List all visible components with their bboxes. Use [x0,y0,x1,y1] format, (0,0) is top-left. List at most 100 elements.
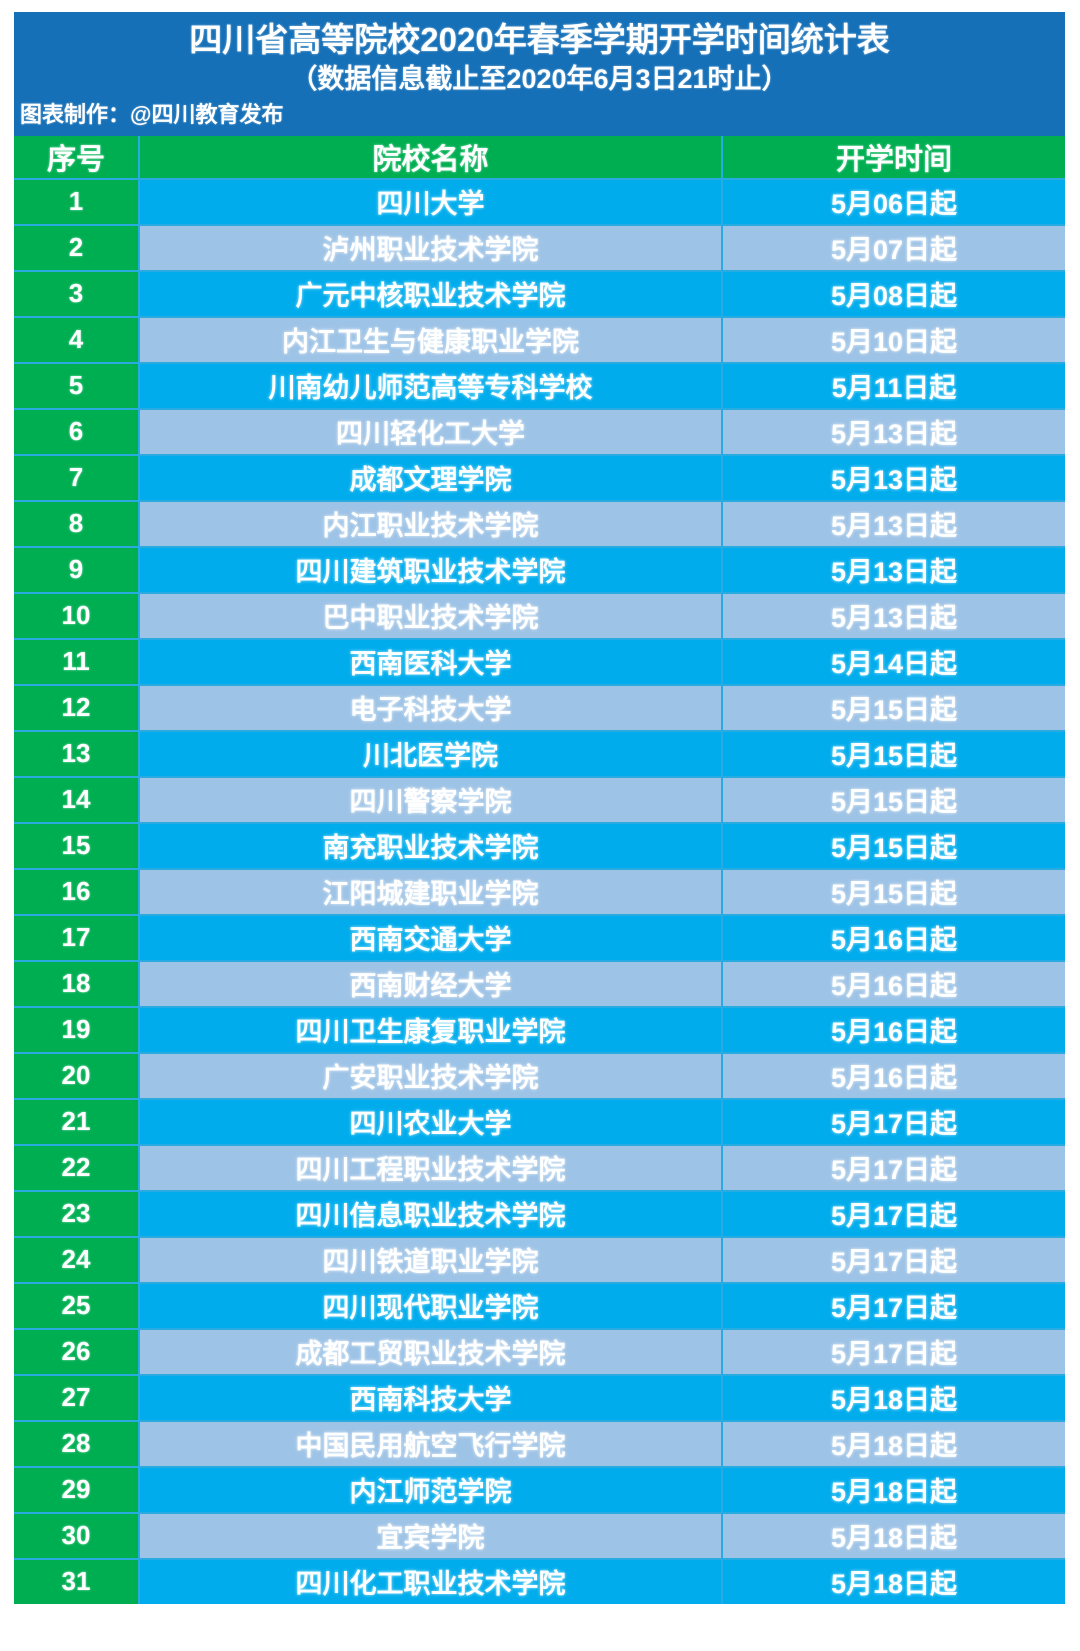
table-row: 13 川北医学院 5月15日起 [14,731,1065,778]
cell-school-name: 内江职业技术学院 [140,501,723,548]
cell-opening-date: 5月08日起 [723,271,1065,318]
table-row: 4 内江卫生与健康职业学院 5月10日起 [14,317,1065,364]
cell-opening-date: 5月17日起 [723,1145,1065,1192]
cell-index: 2 [14,225,140,272]
cell-school-name: 宜宾学院 [140,1513,723,1560]
cell-school-name: 四川现代职业学院 [140,1283,723,1330]
cell-school-name: 广安职业技术学院 [140,1053,723,1100]
table-row: 1 四川大学 5月06日起 [14,179,1065,226]
cell-opening-date: 5月18日起 [723,1421,1065,1468]
title-banner: 四川省高等院校2020年春季学期开学时间统计表 （数据信息截止至2020年6月3… [14,12,1065,136]
page-subtitle: （数据信息截止至2020年6月3日21时止） [290,64,789,95]
cell-opening-date: 5月15日起 [723,777,1065,824]
cell-index: 11 [14,639,140,686]
cell-index: 27 [14,1375,140,1422]
cell-opening-date: 5月17日起 [723,1329,1065,1376]
cell-opening-date: 5月13日起 [723,501,1065,548]
cell-school-name: 四川工程职业技术学院 [140,1145,723,1192]
cell-school-name: 内江师范学院 [140,1467,723,1514]
table-row: 15 南充职业技术学院 5月15日起 [14,823,1065,870]
table-row: 20 广安职业技术学院 5月16日起 [14,1053,1065,1100]
table-row: 16 江阳城建职业学院 5月15日起 [14,869,1065,916]
table-row: 14 四川警察学院 5月15日起 [14,777,1065,824]
cell-index: 19 [14,1007,140,1054]
cell-opening-date: 5月15日起 [723,869,1065,916]
cell-opening-date: 5月07日起 [723,225,1065,272]
cell-opening-date: 5月10日起 [723,317,1065,364]
table-row: 9 四川建筑职业技术学院 5月13日起 [14,547,1065,594]
cell-school-name: 泸州职业技术学院 [140,225,723,272]
cell-school-name: 四川化工职业技术学院 [140,1559,723,1604]
school-opening-table: 序号 院校名称 开学时间 1 四川大学 5月06日起 2 泸州职业技术学院 5月07日起 3… [14,135,1065,1604]
column-header-index: 序号 [14,135,140,180]
cell-index: 9 [14,547,140,594]
cell-opening-date: 5月17日起 [723,1283,1065,1330]
cell-school-name: 川南幼儿师范高等专科学校 [140,363,723,410]
cell-index: 16 [14,869,140,916]
cell-index: 5 [14,363,140,410]
cell-index: 1 [14,179,140,226]
cell-school-name: 四川农业大学 [140,1099,723,1146]
cell-index: 28 [14,1421,140,1468]
table-row: 31 四川化工职业技术学院 5月18日起 [14,1559,1065,1604]
table-row: 30 宜宾学院 5月18日起 [14,1513,1065,1560]
table-row: 7 成都文理学院 5月13日起 [14,455,1065,502]
cell-index: 18 [14,961,140,1008]
cell-opening-date: 5月18日起 [723,1467,1065,1514]
page-title: 四川省高等院校2020年春季学期开学时间统计表 [189,21,890,58]
cell-school-name: 成都文理学院 [140,455,723,502]
cell-index: 7 [14,455,140,502]
cell-index: 8 [14,501,140,548]
cell-index: 22 [14,1145,140,1192]
cell-index: 4 [14,317,140,364]
table-row: 22 四川工程职业技术学院 5月17日起 [14,1145,1065,1192]
cell-opening-date: 5月18日起 [723,1513,1065,1560]
cell-school-name: 巴中职业技术学院 [140,593,723,640]
cell-index: 17 [14,915,140,962]
table-row: 21 四川农业大学 5月17日起 [14,1099,1065,1146]
cell-index: 6 [14,409,140,456]
cell-opening-date: 5月17日起 [723,1237,1065,1284]
cell-index: 23 [14,1191,140,1238]
cell-index: 31 [14,1559,140,1604]
cell-opening-date: 5月13日起 [723,455,1065,502]
cell-opening-date: 5月17日起 [723,1099,1065,1146]
cell-opening-date: 5月13日起 [723,409,1065,456]
table-row: 8 内江职业技术学院 5月13日起 [14,501,1065,548]
cell-opening-date: 5月16日起 [723,1053,1065,1100]
table-row: 3 广元中核职业技术学院 5月08日起 [14,271,1065,318]
cell-opening-date: 5月13日起 [723,547,1065,594]
cell-index: 30 [14,1513,140,1560]
cell-school-name: 四川卫生康复职业学院 [140,1007,723,1054]
table-row: 26 成都工贸职业技术学院 5月17日起 [14,1329,1065,1376]
cell-school-name: 四川信息职业技术学院 [140,1191,723,1238]
cell-school-name: 四川建筑职业技术学院 [140,547,723,594]
table-row: 29 内江师范学院 5月18日起 [14,1467,1065,1514]
cell-school-name: 川北医学院 [140,731,723,778]
cell-school-name: 内江卫生与健康职业学院 [140,317,723,364]
cell-opening-date: 5月17日起 [723,1191,1065,1238]
cell-index: 20 [14,1053,140,1100]
table-row: 17 西南交通大学 5月16日起 [14,915,1065,962]
cell-index: 29 [14,1467,140,1514]
cell-index: 24 [14,1237,140,1284]
cell-index: 26 [14,1329,140,1376]
cell-school-name: 西南科技大学 [140,1375,723,1422]
cell-school-name: 四川大学 [140,179,723,226]
cell-opening-date: 5月16日起 [723,1007,1065,1054]
cell-opening-date: 5月16日起 [723,961,1065,1008]
cell-school-name: 广元中核职业技术学院 [140,271,723,318]
cell-index: 3 [14,271,140,318]
table-row: 19 四川卫生康复职业学院 5月16日起 [14,1007,1065,1054]
cell-school-name: 四川轻化工大学 [140,409,723,456]
table-row: 10 巴中职业技术学院 5月13日起 [14,593,1065,640]
cell-index: 25 [14,1283,140,1330]
cell-school-name: 中国民用航空飞行学院 [140,1421,723,1468]
cell-school-name: 江阳城建职业学院 [140,869,723,916]
cell-opening-date: 5月15日起 [723,731,1065,778]
table-header-row: 序号 院校名称 开学时间 [14,135,1065,180]
cell-school-name: 西南交通大学 [140,915,723,962]
cell-opening-date: 5月18日起 [723,1559,1065,1604]
cell-school-name: 四川警察学院 [140,777,723,824]
